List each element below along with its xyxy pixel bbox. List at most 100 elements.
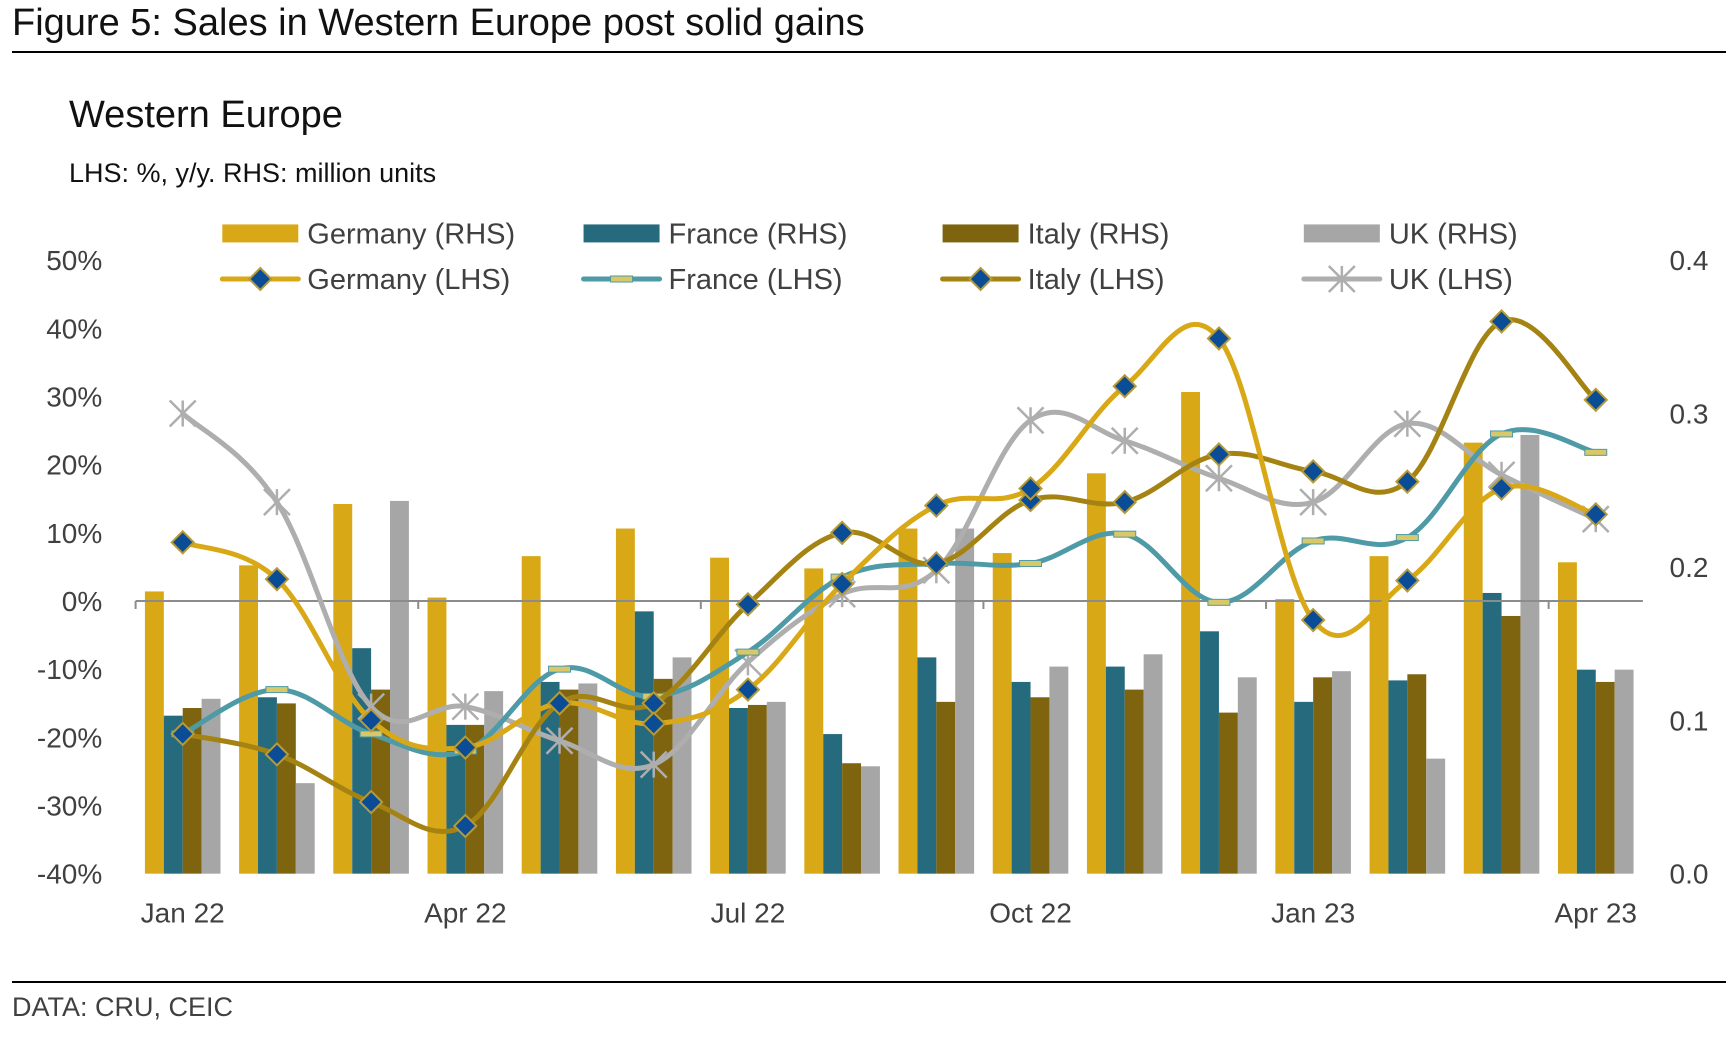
source-note: DATA: CRU, CEIC	[12, 992, 234, 1022]
marker-uk-feb-22	[263, 488, 291, 517]
marker-germany-mar-22	[358, 707, 384, 733]
x-axis-tick-label: Apr 22	[424, 898, 507, 929]
left-axis-tick-label: 30%	[46, 381, 102, 412]
bar-france-apr-23	[1576, 669, 1596, 874]
bar-uk-feb-22	[295, 783, 315, 874]
x-axis-tick-label: Jan 23	[1271, 898, 1355, 929]
marker-germany-jan-23	[1300, 607, 1326, 633]
marker-france-apr-23	[1584, 448, 1608, 456]
bar-italy-jul-22	[747, 704, 767, 874]
bar-germany-aug-22	[804, 568, 824, 874]
marker-uk-jan-23	[1299, 488, 1328, 517]
bar-uk-jan-22	[201, 698, 221, 874]
bar-france-mar-23	[1482, 592, 1502, 874]
bar-france-oct-22	[1011, 681, 1031, 874]
marker-germany-feb-23	[1394, 568, 1420, 593]
bar-italy-sep-22	[936, 701, 956, 874]
bar-france-jan-23	[1294, 701, 1314, 874]
chart-subtitle: LHS: %, y/y. RHS: million units	[69, 158, 437, 188]
left-axis-tick-label: -30%	[37, 790, 102, 821]
marker-germany-jul-22	[735, 677, 761, 703]
bar-germany-mar-22	[333, 503, 353, 874]
bar-france-dec-22	[1200, 631, 1219, 874]
bar-germany-sep-22	[898, 528, 918, 874]
marker-germany-may-22	[547, 690, 572, 716]
bar-france-jun-22	[634, 611, 654, 874]
marker-italy-feb-23	[1394, 469, 1420, 495]
line-layer	[168, 309, 1610, 839]
legend-label: Italy (LHS)	[1028, 264, 1165, 296]
bar-italy-dec-22	[1218, 712, 1238, 874]
bar-italy-feb-22	[276, 703, 296, 874]
bar-germany-nov-22	[1086, 473, 1106, 874]
line-italy	[180, 317, 1599, 834]
bar-france-jan-22	[163, 715, 183, 874]
bar-layer	[144, 392, 1634, 874]
marker-italy-jan-22	[170, 721, 196, 747]
marker-france-mar-23	[1490, 430, 1514, 438]
bar-italy-jan-23	[1313, 677, 1333, 874]
x-axis-tick-label: Apr 23	[1555, 898, 1638, 929]
bar-uk-aug-22	[861, 766, 880, 874]
line-germany	[180, 321, 1599, 752]
legend-marker-germany	[247, 266, 273, 292]
bar-germany-feb-23	[1369, 556, 1389, 874]
marker-france-dec-22	[1207, 598, 1231, 606]
marker-uk-feb-23	[1393, 409, 1422, 438]
left-axis-tick-label: 50%	[46, 245, 102, 276]
bar-germany-dec-22	[1181, 392, 1201, 874]
bar-italy-apr-22	[465, 724, 485, 874]
bar-uk-oct-22	[1049, 666, 1069, 874]
legend-label: UK (RHS)	[1389, 218, 1518, 250]
marker-italy-apr-22	[452, 813, 478, 839]
marker-france-jan-23	[1301, 537, 1325, 545]
bar-france-jul-22	[729, 708, 748, 874]
legend-label: Italy (RHS)	[1028, 218, 1170, 250]
bar-germany-mar-23	[1463, 442, 1483, 874]
marker-germany-feb-22	[264, 566, 290, 592]
marker-france-jul-22	[736, 648, 760, 656]
legend-label: Germany (RHS)	[307, 218, 515, 250]
bar-italy-apr-23	[1595, 681, 1615, 874]
legend-swatch-france-bar	[583, 224, 660, 243]
legend-marker-italy	[968, 266, 993, 292]
bar-uk-sep-22	[955, 528, 975, 874]
marker-germany-apr-22	[452, 735, 478, 760]
left-axis-tick-label: 20%	[46, 450, 102, 481]
right-axis-tick-label: 0.2	[1670, 552, 1709, 583]
left-axis-tick-label: -20%	[37, 722, 102, 753]
bar-germany-apr-23	[1557, 562, 1577, 874]
marker-italy-sep-22	[923, 551, 949, 576]
left-axis-tick-label: 0%	[62, 586, 102, 617]
bar-france-may-22	[540, 681, 560, 874]
marker-germany-dec-22	[1206, 326, 1232, 351]
left-axis-tick-label: -40%	[37, 859, 102, 890]
marker-italy-mar-22	[358, 789, 384, 815]
marker-italy-feb-22	[264, 741, 290, 767]
x-axis-tick-label: Jan 22	[141, 898, 225, 929]
bar-france-nov-22	[1105, 666, 1125, 874]
marker-germany-nov-22	[1112, 373, 1138, 399]
bar-germany-jan-23	[1275, 599, 1295, 874]
legend: Germany (RHS) France (RHS) Italy (RHS) UK (…	[219, 218, 1518, 296]
bar-germany-jul-22	[710, 557, 730, 874]
bar-uk-mar-23	[1520, 434, 1540, 874]
legend-label: France (RHS)	[669, 218, 848, 250]
marker-italy-apr-23	[1583, 387, 1609, 413]
figure-title: Figure 5: Sales in Western Europe post s…	[12, 2, 865, 44]
legend-swatch-uk-bar	[1303, 224, 1380, 243]
right-axis-tick-label: 0.1	[1670, 705, 1709, 736]
legend-marker-uk	[1327, 265, 1356, 293]
bar-uk-jan-23	[1332, 671, 1351, 874]
bar-italy-nov-22	[1124, 689, 1144, 874]
marker-uk-may-22	[545, 726, 574, 755]
marker-italy-aug-22	[829, 520, 855, 546]
bar-uk-dec-22	[1237, 677, 1257, 874]
bar-france-aug-22	[823, 734, 843, 874]
marker-italy-nov-22	[1112, 489, 1138, 515]
bar-uk-jul-22	[766, 701, 786, 874]
bar-italy-mar-23	[1501, 615, 1521, 874]
marker-italy-dec-22	[1206, 441, 1232, 467]
bar-france-sep-22	[917, 657, 937, 874]
